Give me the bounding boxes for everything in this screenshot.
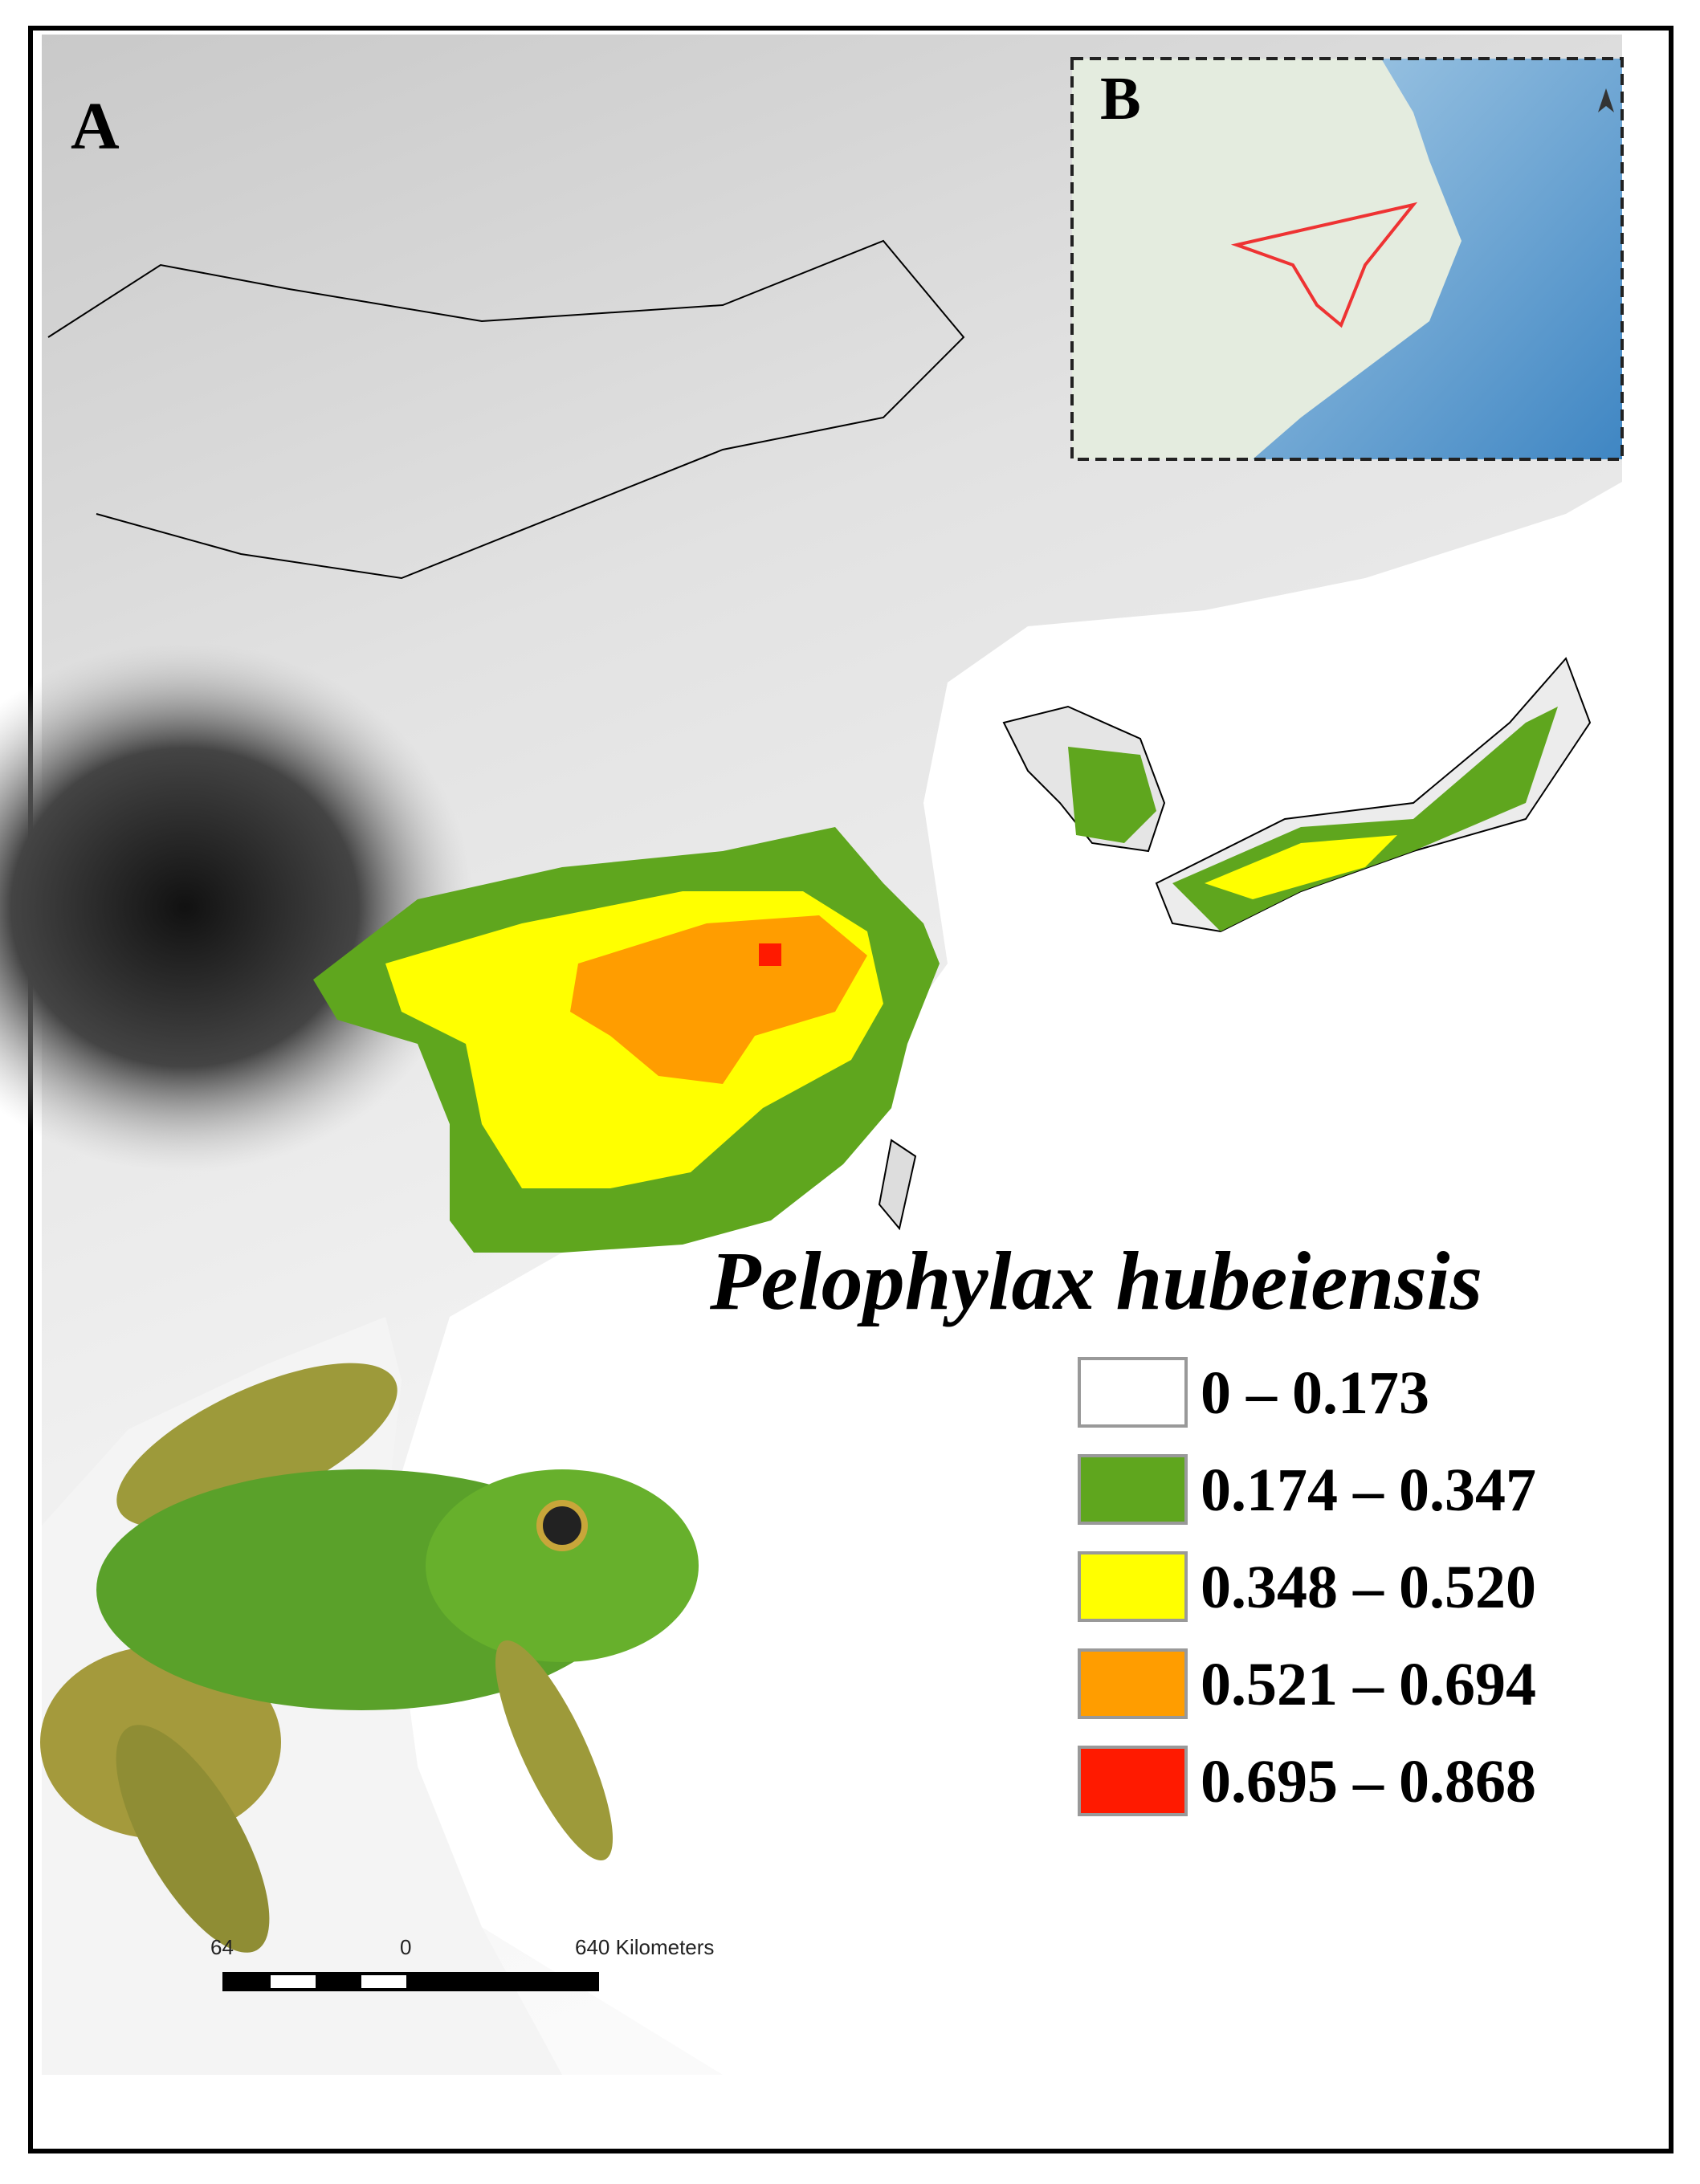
legend-swatch [1078, 1357, 1188, 1428]
panel-label: A [71, 89, 120, 164]
legend-label: 0.174 – 0.347 [1201, 1457, 1536, 1524]
inset-range [1230, 202, 1418, 328]
frog-foot [116, 1725, 270, 1953]
inset [1070, 57, 1624, 461]
scale-label: 64 [210, 1935, 234, 1959]
legend-label: 0 – 0.173 [1201, 1359, 1429, 1427]
legend: 0 – 0.173 0.174 – 0.347 0.348 – 0.520 0.521… [1078, 1357, 1536, 1816]
range-korea [1068, 747, 1156, 843]
frog-eye [536, 1500, 588, 1551]
inset-sea [1253, 59, 1622, 459]
range-high [570, 915, 867, 1084]
legend-swatch [1078, 1648, 1188, 1719]
range-japan-mid [1205, 835, 1397, 899]
legend-swatch [1078, 1746, 1188, 1816]
border [47, 239, 965, 580]
legend-label: 0.695 – 0.868 [1201, 1748, 1536, 1815]
frog-head [426, 1469, 699, 1662]
north-arrow [1598, 88, 1614, 112]
taiwan [878, 1139, 917, 1231]
scale-bar: 64 0 640 Kilometers [210, 1935, 714, 1991]
scale-bar-segment [361, 1975, 406, 1988]
panel-label: B [1100, 65, 1141, 132]
frog-leg [116, 1363, 397, 1528]
legend-label: 0.521 – 0.694 [1201, 1651, 1536, 1718]
inset-frame [1070, 57, 1624, 461]
scale-bar-segment [271, 1975, 316, 1988]
species-title: Pelophylax hubeiensis [709, 1235, 1482, 1327]
legend-label: 0.348 – 0.520 [1201, 1554, 1536, 1621]
legend-swatch [1078, 1454, 1188, 1525]
scale-label: 0 [400, 1935, 411, 1959]
plateau [0, 642, 474, 1172]
legend-swatch [1078, 1551, 1188, 1622]
range-peak [759, 943, 781, 966]
scale-label: 640 Kilometers [575, 1935, 714, 1959]
frog [40, 1363, 699, 1953]
frog-arm [495, 1640, 614, 1860]
